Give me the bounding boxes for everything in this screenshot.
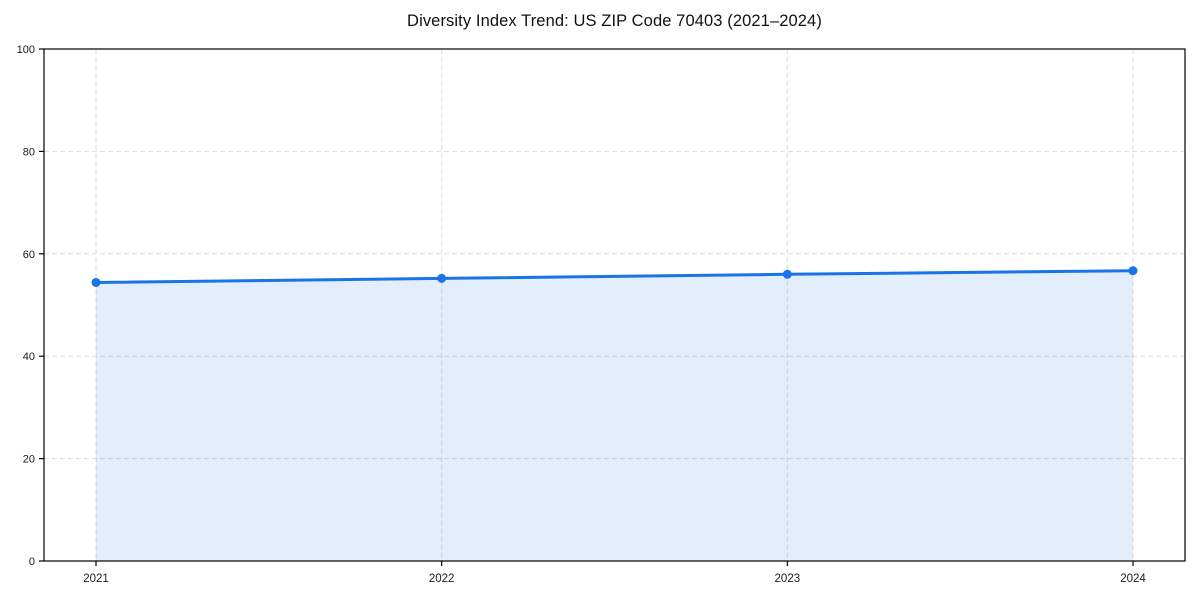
data-point: [91, 277, 101, 287]
y-tick-label: 20: [23, 454, 35, 466]
x-tick-label: 2022: [429, 573, 455, 585]
data-point: [437, 273, 447, 283]
data-point: [782, 269, 792, 279]
chart-title: Diversity Index Trend: US ZIP Code 70403…: [407, 12, 822, 30]
area-fill: [96, 270, 1133, 561]
plot-border: [43, 48, 1186, 562]
y-tick-label: 100: [17, 44, 35, 56]
y-tick-label: 60: [23, 249, 35, 261]
y-tick-label: 40: [23, 351, 35, 363]
y-tick-label: 0: [29, 556, 35, 568]
trend-line: [94, 269, 1135, 284]
data-point: [1128, 266, 1138, 276]
x-tick-label: 2023: [775, 573, 801, 585]
x-tick-label: 2024: [1120, 573, 1146, 585]
x-tick-label: 2021: [83, 573, 109, 585]
y-tick-label: 80: [23, 146, 35, 158]
